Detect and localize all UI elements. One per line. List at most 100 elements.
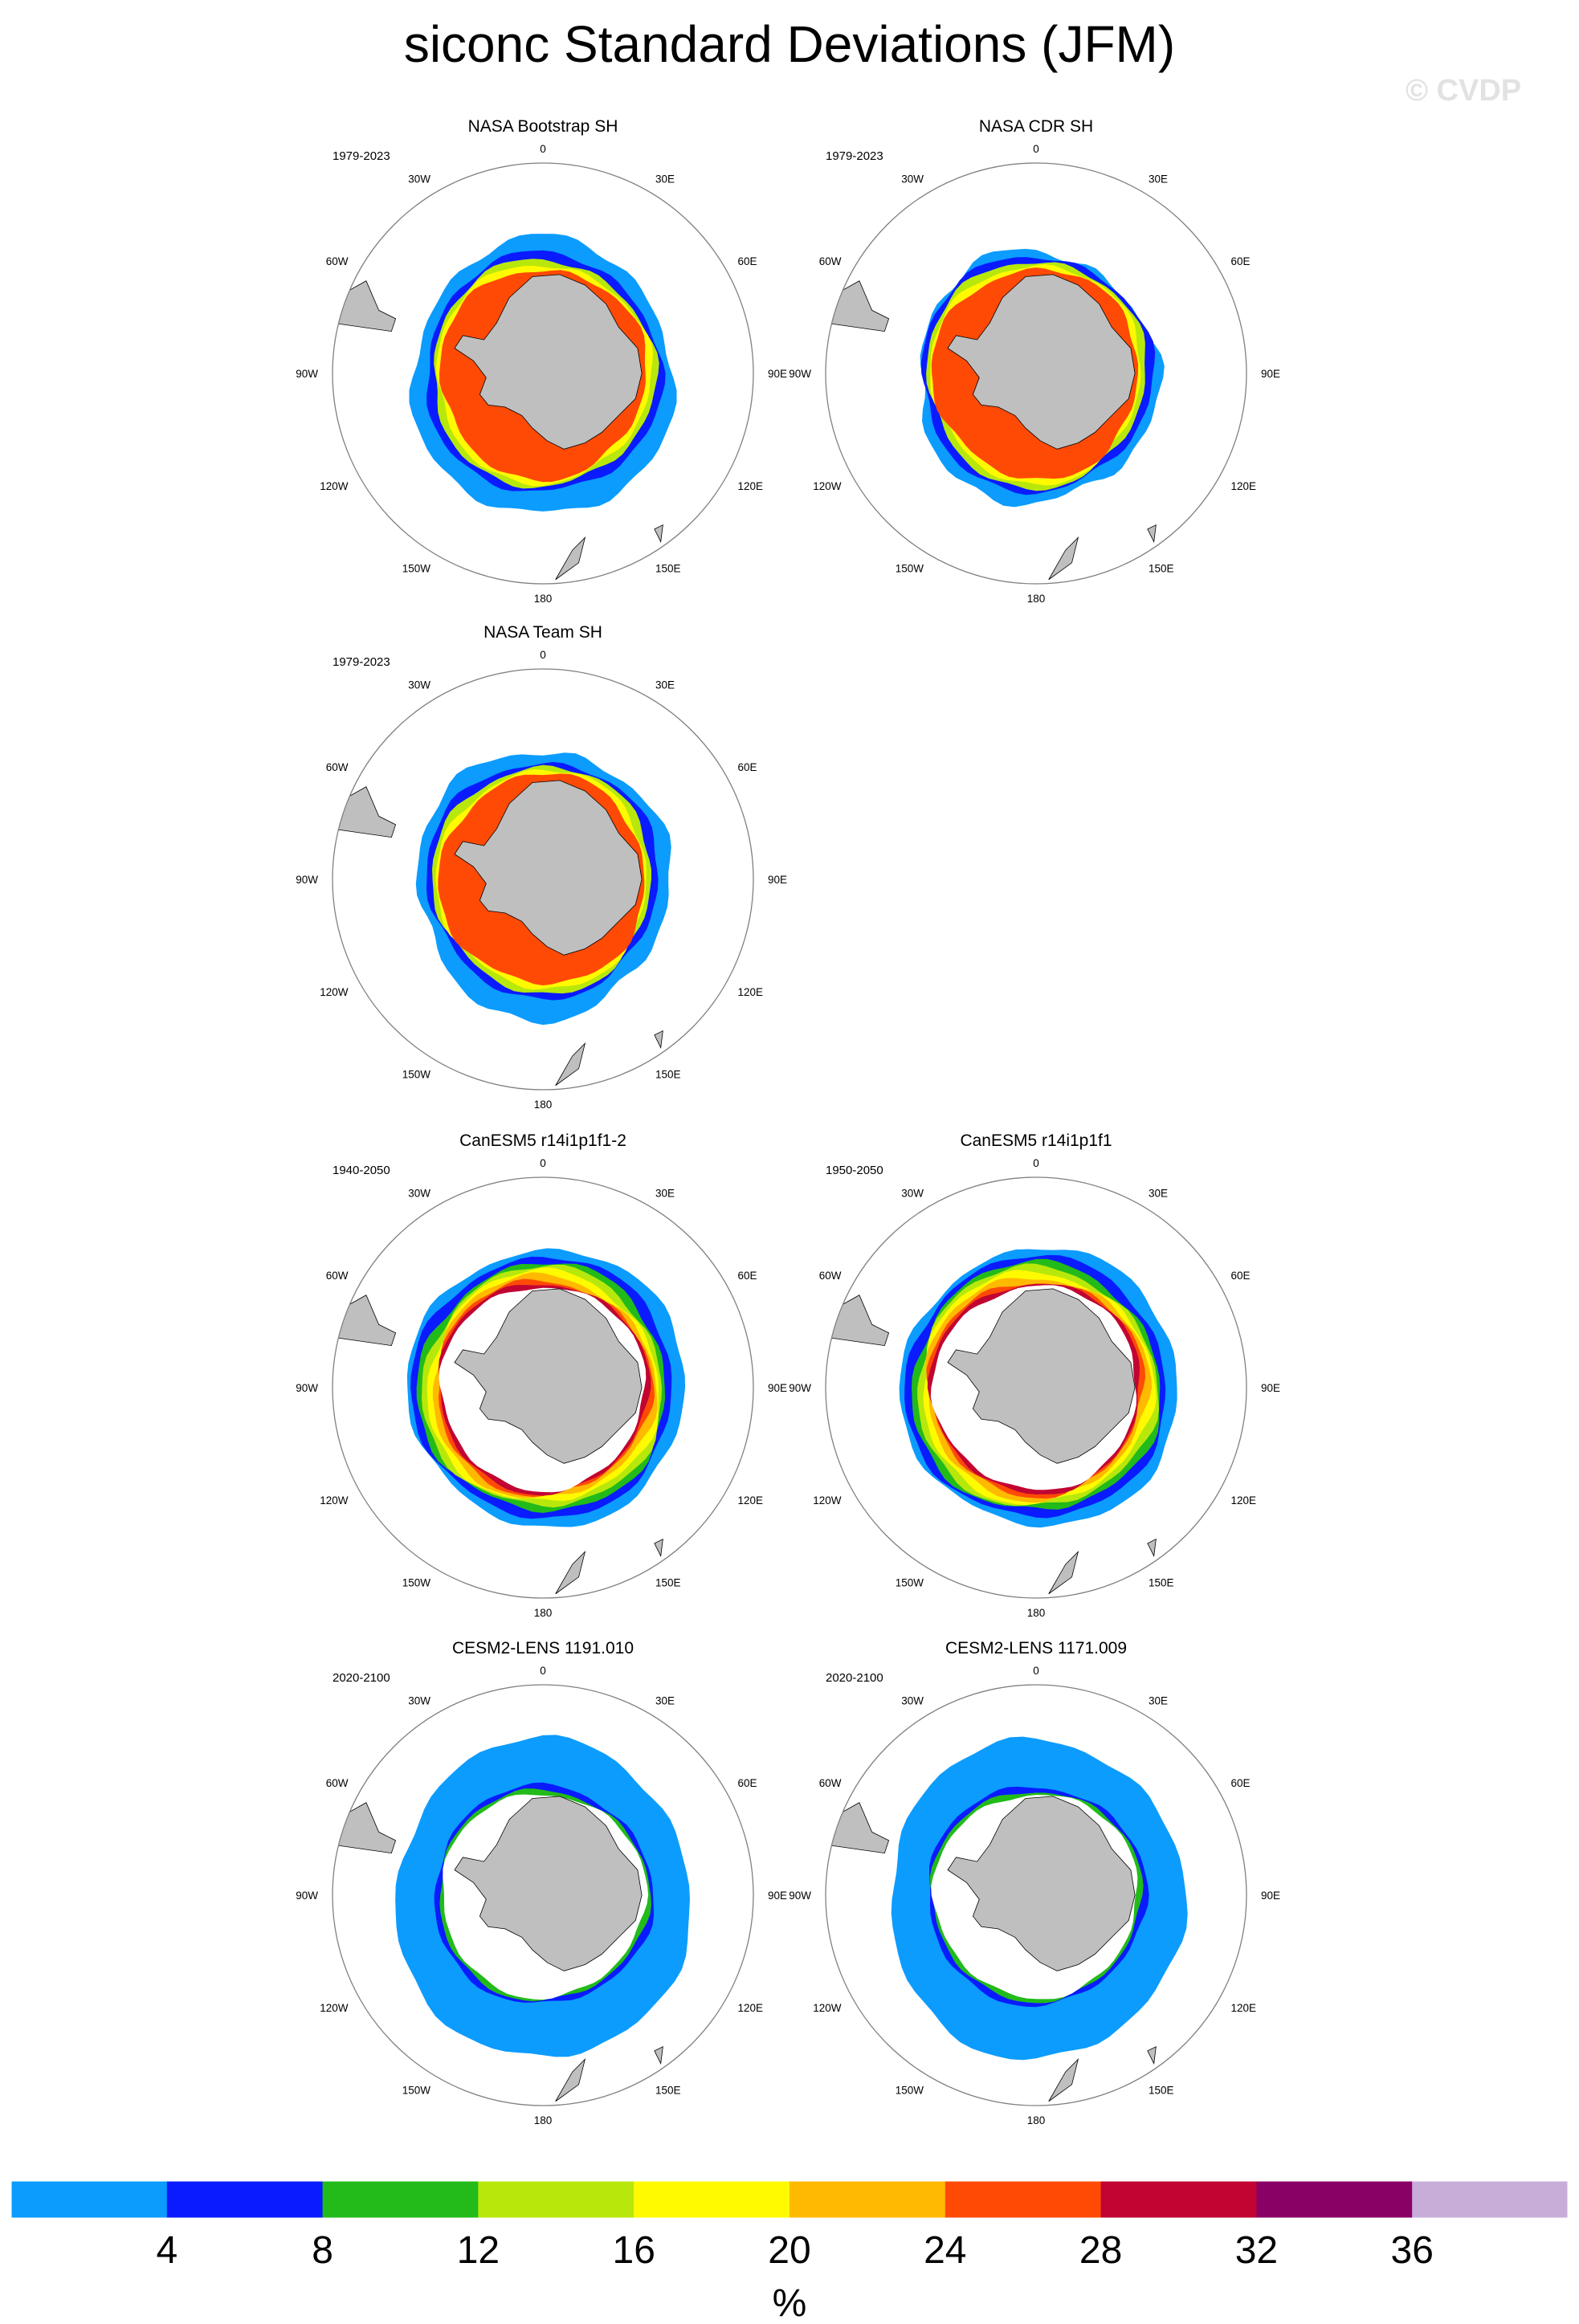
colorbar-tick-label: 16 [613,2229,655,2272]
longitude-label: 120W [320,480,349,492]
longitude-label: 120W [320,2002,349,2014]
tasmania-landmass [1147,524,1157,543]
polar-map: 0 30E 60E 90E 120E 150E 180 150W 120W 90W 60W 30W [789,1665,1280,2126]
antarctica-landmass [454,274,643,450]
colorbar-segment [1256,2181,1413,2218]
figure-title: siconc Standard Deviations (JFM) [403,15,1176,73]
longitude-label: 60W [326,761,349,773]
longitude-label: 90E [1261,1382,1280,1394]
longitude-label: 0 [1033,1665,1039,1677]
map-boundary [825,1176,1247,1599]
new-zealand-landmass [555,1042,586,1087]
colorbar-segment [1100,2181,1257,2218]
polar-map: 0 30E 60E 90E 120E 150E 180 150W 120W 90W 60W 30W [296,1157,787,1619]
colorbar-segment [945,2181,1102,2218]
longitude-label: 90E [768,1382,787,1394]
longitude-label: 150W [896,563,924,575]
longitude-label: 150E [655,2085,681,2097]
colorbar-tick-label: 8 [312,2229,333,2272]
panel-title: CESM2-LENS 1191.010 [451,1639,634,1657]
colorbar-segment [322,2181,479,2218]
longitude-label: 60W [326,255,349,267]
polar-map: 0 30E 60E 90E 120E 150E 180 150W 120W 90W 60W 30W [296,1665,787,2126]
polar-map: 0 30E 60E 90E 120E 150E 180 150W 120W 90W 60W 30W [789,1157,1280,1619]
antarctica-landmass [454,1288,643,1464]
longitude-label: 180 [534,1607,553,1619]
longitude-label: 120E [738,2002,764,2014]
new-zealand-landmass [1048,2058,1079,2102]
longitude-label: 90W [296,368,318,380]
new-zealand-landmass [1048,536,1079,581]
antarctica-landmass [454,780,643,956]
longitude-label: 60E [738,1270,757,1282]
longitude-label: 180 [534,1099,553,1111]
longitude-label: 120E [738,986,764,998]
colorbar-segment [11,2181,168,2218]
cvdp-watermark: © CVDP [1406,74,1522,108]
longitude-label: 0 [540,1157,546,1169]
longitude-label: 0 [1033,143,1039,155]
longitude-label: 120E [1231,2002,1257,2014]
panel-period: 1979-2023 [333,149,390,163]
colorbar-segment [166,2181,324,2218]
tasmania-landmass [654,2045,663,2065]
longitude-label: 30E [655,173,675,186]
longitude-label: 30W [901,1695,924,1707]
antarctica-landmass [947,1796,1136,1971]
longitude-label: 150E [655,1577,681,1589]
longitude-label: 120W [320,1494,349,1507]
longitude-label: 180 [1027,593,1046,605]
antarctica-landmass [947,274,1136,450]
longitude-label: 150W [402,563,431,575]
panel-title: NASA CDR SH [978,117,1094,136]
colorbar-tick-label: 24 [924,2229,966,2272]
longitude-label: 30W [408,1188,430,1200]
longitude-label: 120W [813,1494,842,1507]
colorbar-segment [478,2181,634,2218]
colorbar: 4 8 12 16 20 24 28 32 36% [10,2180,1569,2324]
colorbar-unit-label: % [773,2282,807,2324]
panel-period: 1979-2023 [826,149,883,163]
new-zealand-landmass [555,2058,586,2102]
map-boundary [825,162,1247,585]
antarctica-landmass [454,1796,643,1971]
new-zealand-landmass [555,536,586,581]
longitude-label: 30W [901,173,924,186]
longitude-label: 150E [1149,563,1174,575]
map-boundary [332,162,754,585]
longitude-label: 60E [1231,1777,1251,1789]
polar-map: 0 30E 60E 90E 120E 150E 180 150W 120W 90W 60W 30W [296,143,787,605]
map-boundary [825,1684,1247,2106]
longitude-label: 90W [789,1382,811,1394]
longitude-label: 120W [813,2002,842,2014]
panel-title: NASA Team SH [483,623,602,642]
panel-period: 2020-2100 [826,1671,883,1685]
colorbar-tick-label: 36 [1391,2229,1434,2272]
polar-map: 0 30E 60E 90E 120E 150E 180 150W 120W 90W 60W 30W [296,649,787,1111]
longitude-label: 120E [738,1494,764,1507]
map-boundary [332,1176,754,1599]
longitude-label: 30W [408,679,430,691]
longitude-label: 0 [540,649,546,661]
antarctica-landmass [947,1288,1136,1464]
longitude-label: 30W [901,1188,924,1200]
tasmania-landmass [654,524,663,543]
longitude-label: 60E [1231,1270,1251,1282]
panel-title: CanESM5 r14i1p1f1-2 [459,1131,626,1150]
colorbar-tick-label: 12 [457,2229,500,2272]
longitude-label: 120E [738,480,764,492]
panel-period: 1950-2050 [826,1164,883,1177]
longitude-label: 60W [326,1270,349,1282]
longitude-label: 90E [768,874,787,886]
longitude-label: 150E [1149,1577,1174,1589]
colorbar-tick-label: 32 [1235,2229,1278,2272]
longitude-label: 150W [402,1069,431,1081]
tasmania-landmass [1147,2045,1157,2065]
longitude-label: 150W [896,2085,924,2097]
longitude-label: 150W [402,2085,431,2097]
longitude-label: 150E [655,1069,681,1081]
longitude-label: 150E [1149,2085,1174,2097]
colorbar-tick-label: 28 [1079,2229,1122,2272]
panel-period: 1979-2023 [333,655,390,669]
